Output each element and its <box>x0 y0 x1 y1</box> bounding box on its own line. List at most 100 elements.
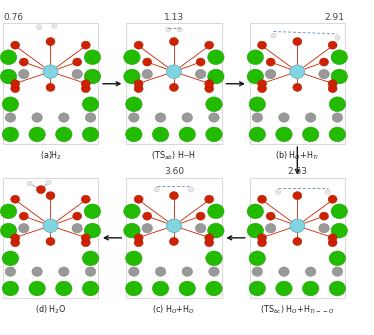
Circle shape <box>306 267 316 276</box>
Circle shape <box>134 84 143 92</box>
Circle shape <box>59 113 69 122</box>
Circle shape <box>124 69 140 84</box>
Circle shape <box>179 127 196 142</box>
Circle shape <box>152 127 169 142</box>
Circle shape <box>134 239 143 247</box>
Circle shape <box>182 113 193 122</box>
Circle shape <box>290 219 305 232</box>
Circle shape <box>328 239 337 247</box>
Circle shape <box>205 234 214 242</box>
Circle shape <box>271 33 276 38</box>
Circle shape <box>293 192 302 200</box>
Text: 2.91: 2.91 <box>324 13 344 22</box>
Circle shape <box>247 69 264 84</box>
Circle shape <box>303 281 319 296</box>
Circle shape <box>134 80 143 88</box>
Circle shape <box>206 251 222 266</box>
Circle shape <box>81 195 90 203</box>
Circle shape <box>319 69 329 79</box>
Circle shape <box>293 83 302 91</box>
Circle shape <box>331 69 347 84</box>
Circle shape <box>196 212 205 220</box>
Circle shape <box>126 127 142 142</box>
Circle shape <box>155 113 166 122</box>
Circle shape <box>32 267 42 276</box>
Circle shape <box>258 41 267 49</box>
Circle shape <box>11 80 20 88</box>
FancyBboxPatch shape <box>249 23 345 144</box>
Circle shape <box>37 186 46 194</box>
Circle shape <box>124 223 140 238</box>
Circle shape <box>46 238 55 246</box>
Circle shape <box>134 234 143 242</box>
Circle shape <box>206 97 222 112</box>
Circle shape <box>82 281 99 296</box>
Circle shape <box>266 69 276 79</box>
Circle shape <box>205 80 214 88</box>
Circle shape <box>328 234 337 242</box>
Circle shape <box>195 223 206 233</box>
Circle shape <box>2 281 19 296</box>
Circle shape <box>134 195 143 203</box>
Circle shape <box>52 23 57 28</box>
Circle shape <box>29 127 45 142</box>
Circle shape <box>258 80 267 88</box>
Circle shape <box>32 113 42 122</box>
Circle shape <box>155 267 166 276</box>
Circle shape <box>209 267 219 276</box>
Circle shape <box>179 281 196 296</box>
Circle shape <box>143 212 152 220</box>
Circle shape <box>293 38 302 46</box>
Circle shape <box>11 84 20 92</box>
Circle shape <box>11 234 20 242</box>
Circle shape <box>126 281 142 296</box>
Circle shape <box>208 69 224 84</box>
Circle shape <box>166 65 181 78</box>
Circle shape <box>208 204 224 219</box>
Circle shape <box>46 38 55 46</box>
Circle shape <box>27 181 32 186</box>
Circle shape <box>56 281 72 296</box>
Circle shape <box>182 267 193 276</box>
Circle shape <box>331 223 347 238</box>
Circle shape <box>143 58 152 66</box>
Circle shape <box>2 127 19 142</box>
Circle shape <box>206 281 222 296</box>
Circle shape <box>195 69 206 79</box>
Circle shape <box>208 223 224 238</box>
Circle shape <box>73 212 82 220</box>
Circle shape <box>5 113 16 122</box>
Circle shape <box>81 84 90 92</box>
Text: 3.60: 3.60 <box>164 167 184 176</box>
Text: (c) H$_{O}$+H$_{O}$: (c) H$_{O}$+H$_{O}$ <box>153 303 195 316</box>
Circle shape <box>205 195 214 203</box>
Circle shape <box>142 69 153 79</box>
Text: (d) H$_{2}$O: (d) H$_{2}$O <box>35 303 66 316</box>
FancyBboxPatch shape <box>126 23 221 144</box>
Circle shape <box>306 113 316 122</box>
Circle shape <box>154 187 159 192</box>
Circle shape <box>279 267 289 276</box>
Circle shape <box>59 267 69 276</box>
Circle shape <box>205 41 214 49</box>
Circle shape <box>85 267 96 276</box>
Circle shape <box>124 204 140 219</box>
Circle shape <box>319 212 328 220</box>
Circle shape <box>252 267 263 276</box>
Text: 2.63: 2.63 <box>287 167 307 176</box>
Circle shape <box>328 84 337 92</box>
Circle shape <box>81 239 90 247</box>
Circle shape <box>328 41 337 49</box>
Circle shape <box>209 113 219 122</box>
Circle shape <box>276 127 292 142</box>
Circle shape <box>319 58 328 66</box>
Circle shape <box>169 238 178 246</box>
Circle shape <box>11 41 20 49</box>
Circle shape <box>81 234 90 242</box>
Circle shape <box>276 190 281 194</box>
Circle shape <box>11 239 20 247</box>
Circle shape <box>126 251 142 266</box>
Circle shape <box>81 41 90 49</box>
Circle shape <box>129 267 139 276</box>
Circle shape <box>208 50 224 65</box>
